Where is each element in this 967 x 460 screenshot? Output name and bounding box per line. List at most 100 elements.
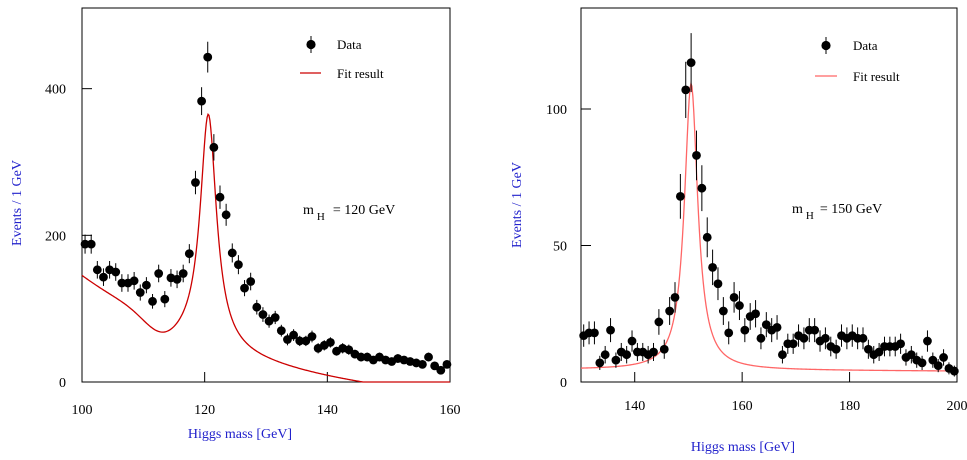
left-data-point (221, 203, 231, 226)
left-data-point (203, 41, 213, 73)
right-xtick-label: 140 (624, 399, 645, 414)
right-point-marker (810, 325, 820, 335)
right-legend-data-label: Data (853, 38, 878, 53)
left-point-marker (154, 269, 164, 278)
right-data-point (681, 61, 691, 119)
left-data-point (184, 244, 194, 264)
left-fit-curve (81, 113, 450, 383)
right-point-marker (729, 292, 739, 302)
right-point-marker (681, 85, 691, 95)
left-data-points (80, 41, 452, 375)
right-data-point (622, 345, 632, 364)
right-data-point (735, 291, 744, 321)
left-point-marker (301, 336, 311, 346)
left-data-point (178, 264, 188, 283)
right-point-marker (724, 328, 734, 338)
right-x-axis-title: Higgs mass [GeV] (691, 440, 795, 455)
left-xtick-label: 120 (194, 403, 215, 418)
left-point-marker (117, 278, 127, 288)
right-ann-sub: H (806, 210, 814, 222)
right-data-point (933, 359, 943, 373)
left-point-marker (99, 272, 108, 282)
left-data-point (215, 185, 225, 209)
right-point-marker (692, 151, 701, 160)
left-data-point (356, 352, 366, 362)
left-data-point (430, 361, 440, 371)
left-point-marker (135, 288, 145, 297)
left-data-point (258, 307, 268, 322)
right-point-marker (718, 306, 728, 316)
right-point-marker (708, 262, 717, 272)
right-point-marker (611, 355, 621, 365)
right-data-point (831, 339, 841, 359)
right-data-point (917, 355, 927, 370)
left-y-axis-title: Events / 1 GeV (10, 160, 25, 246)
right-data-point (863, 339, 873, 359)
left-data-point (135, 284, 145, 301)
left-data-point (234, 255, 243, 275)
left-ann-sub: H (317, 211, 325, 223)
left-point-marker (227, 248, 237, 258)
left-legend-data-label: Data (337, 37, 362, 52)
left-data-point (295, 335, 305, 347)
left-point-marker (295, 336, 305, 346)
left-point-marker (436, 365, 446, 375)
left-data-point (270, 310, 280, 325)
left-data-point (283, 333, 292, 346)
left-data-point (301, 335, 311, 347)
right-y-axis-title: Events / 1 GeV (510, 162, 525, 248)
right-point-marker (788, 339, 798, 349)
right-ann-symbol: m (792, 202, 803, 217)
right-point-marker (821, 333, 830, 343)
left-point-marker (172, 274, 182, 284)
right-point-marker (772, 323, 782, 332)
left-data-point (252, 299, 262, 315)
left-point-marker (283, 335, 292, 344)
right-mass-annotation: m H = 150 GeV (792, 202, 882, 222)
right-xtick-label: 160 (732, 399, 753, 414)
left-x-axis-title: Higgs mass [GeV] (188, 427, 292, 442)
right-data-point (611, 352, 621, 368)
left-data-point (148, 294, 157, 309)
left-point-marker (160, 294, 170, 304)
left-point-marker (307, 332, 317, 341)
left-plot-frame (81, 7, 451, 383)
right-point-marker (761, 320, 771, 330)
right-data-point (729, 282, 739, 313)
right-ytick-label: 0 (560, 376, 567, 391)
left-point-marker (252, 302, 262, 312)
right-point-marker (665, 306, 675, 316)
left-point-marker (424, 352, 433, 362)
left-point-marker (111, 267, 121, 277)
right-plot-frame (580, 7, 958, 383)
left-point-marker (326, 338, 335, 347)
left-data-point (436, 365, 446, 375)
left-data-point (191, 170, 200, 195)
right-data-point (923, 330, 932, 352)
right-xtick-label: 200 (947, 399, 967, 414)
right-point-marker (863, 344, 873, 354)
right-chart: 0 50 100 140 160 180 200 Data Fit result m H = 1… (510, 7, 967, 455)
right-data-point (778, 345, 787, 364)
left-data-point (92, 261, 102, 279)
left-legend: Data Fit result (300, 36, 384, 81)
left-fit-curve-line (81, 113, 450, 383)
right-data-point (595, 355, 605, 370)
left-data-point (418, 360, 427, 369)
right-point-marker (595, 358, 605, 368)
left-chart: 0 200 400 100 120 140 160 Data Fit result m H = … (10, 7, 461, 442)
right-data-point (799, 327, 809, 350)
right-legend-fit-label: Fit result (853, 69, 900, 84)
left-data-point (424, 352, 433, 362)
right-legend-data-marker (821, 40, 831, 51)
right-point-marker (659, 344, 669, 354)
left-data-point (240, 280, 249, 297)
right-data-point (906, 345, 916, 364)
left-data-point (276, 324, 286, 337)
left-data-point (289, 329, 298, 341)
left-data-point (117, 274, 127, 292)
right-ann-value: = 150 GeV (820, 202, 882, 217)
left-data-point (344, 344, 354, 355)
right-data-point (928, 352, 938, 368)
